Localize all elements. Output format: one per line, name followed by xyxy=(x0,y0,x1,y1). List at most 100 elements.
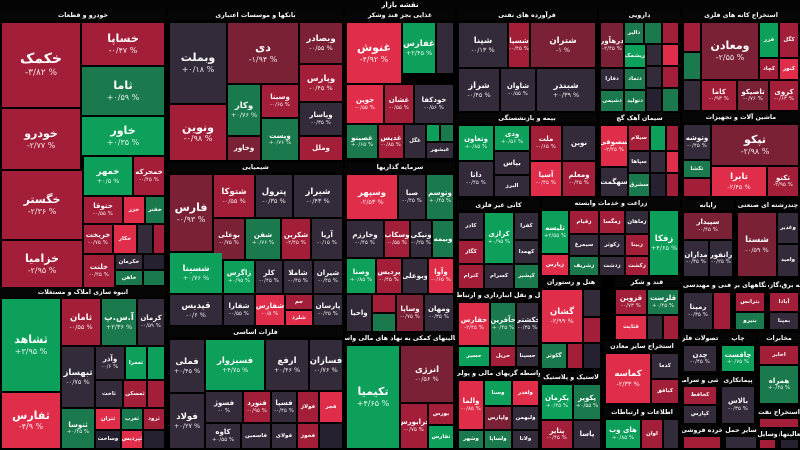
stock-tile[interactable]: دانا -۰/۴۵ % xyxy=(459,162,493,196)
stock-tile[interactable]: قلرست +۰/۴۵ % xyxy=(648,290,678,314)
stock-tile[interactable]: بنیرو xyxy=(736,313,764,329)
stock-tile[interactable]: فولای xyxy=(272,424,296,448)
stock-tile[interactable]: جم xyxy=(286,295,312,309)
stock-tile[interactable]: غدیس -۰/۸۵ % xyxy=(379,125,403,158)
stock-tile[interactable]: کهمدا xyxy=(515,241,538,263)
stock-tile[interactable]: زدشت xyxy=(600,257,624,275)
stock-tile[interactable]: انرژی -۰/۵۶ % xyxy=(401,346,453,402)
stock-tile[interactable]: کپشیر xyxy=(515,265,538,288)
stock-tile[interactable] xyxy=(664,316,678,339)
stock-tile[interactable]: وبیمه xyxy=(433,221,453,257)
stock-tile[interactable]: ولبهمن xyxy=(513,407,538,429)
stock-tile[interactable]: شلرد xyxy=(286,311,312,325)
stock-tile[interactable]: زاگرس +۰/۹۵ % xyxy=(224,261,254,293)
stock-tile[interactable]: خریخت -۰/۷۵ % xyxy=(84,225,112,253)
stock-tile[interactable]: گشان -۲/۹۹ % xyxy=(542,290,582,342)
stock-tile[interactable] xyxy=(584,290,600,316)
stock-tile[interactable]: کپارس xyxy=(684,406,716,423)
stock-tile[interactable]: قثابت xyxy=(616,316,646,339)
stock-tile[interactable]: شکربن -۲/۴۵ % xyxy=(282,219,310,259)
stock-tile[interactable]: زقیام xyxy=(570,211,598,233)
stock-tile[interactable] xyxy=(647,67,661,87)
stock-tile[interactable]: خمهر +۰/۵ % xyxy=(84,157,132,195)
stock-tile[interactable]: شتوکا -۰/۵۵ % xyxy=(214,175,254,217)
stock-tile[interactable]: نوین xyxy=(563,126,595,160)
stock-tile[interactable] xyxy=(684,179,710,196)
stock-tile[interactable]: خفنر xyxy=(146,197,164,223)
stock-tile[interactable] xyxy=(714,293,730,329)
stock-tile[interactable] xyxy=(684,23,700,51)
stock-tile[interactable]: وسینا -۰/۶۵ % xyxy=(262,85,298,117)
stock-tile[interactable] xyxy=(726,437,756,448)
stock-tile[interactable]: زبینا xyxy=(626,235,648,255)
stock-tile[interactable]: کنور xyxy=(780,59,798,79)
stock-tile[interactable]: وملل xyxy=(300,137,342,160)
stock-tile[interactable]: ریشمک xyxy=(625,45,645,67)
stock-tile[interactable]: شراز -۰/۴۵ % xyxy=(459,69,499,111)
stock-tile[interactable] xyxy=(760,440,775,448)
stock-tile[interactable]: وخارزم -۰/۴۵ % xyxy=(347,221,383,257)
stock-tile[interactable] xyxy=(144,431,164,448)
stock-tile[interactable]: ودی +۰/۵۶ % xyxy=(495,126,529,150)
stock-tile[interactable] xyxy=(651,126,665,150)
stock-tile[interactable]: بترانس xyxy=(736,293,764,311)
stock-tile[interactable]: ملت -۰/۶۵ % xyxy=(531,126,561,160)
stock-tile[interactable]: فزر xyxy=(760,23,778,57)
stock-tile[interactable]: شفن +۰/۷۶ % xyxy=(246,219,280,259)
stock-tile[interactable] xyxy=(684,81,700,110)
stock-tile[interactable]: زکوثر xyxy=(600,235,624,255)
stock-tile[interactable]: زماهان xyxy=(626,211,648,233)
stock-tile[interactable] xyxy=(148,347,164,379)
stock-tile[interactable]: کترام xyxy=(459,265,483,288)
stock-tile[interactable]: دشیمی xyxy=(601,91,623,111)
stock-tile[interactable] xyxy=(584,318,600,342)
stock-tile[interactable]: کفرا xyxy=(515,213,538,239)
stock-tile[interactable]: تلیسه +۲/۵۵ % xyxy=(542,211,568,253)
stock-tile[interactable]: زپارس xyxy=(542,255,568,275)
stock-tile[interactable]: ثرود xyxy=(144,409,164,429)
stock-tile[interactable]: فملی +۰/۴۵ % xyxy=(170,340,204,392)
stock-tile[interactable]: رمپنا -۰/۳۵ % xyxy=(684,293,712,329)
stock-tile[interactable]: غصینو +۰/۶۵ % xyxy=(347,125,377,158)
stock-tile[interactable] xyxy=(651,174,665,196)
stock-tile[interactable]: ثاما +۰/۵۹ % xyxy=(82,67,164,115)
stock-tile[interactable]: غبشهر xyxy=(427,143,453,158)
stock-tile[interactable]: سپیدار -۰/۴۵ % xyxy=(684,213,732,239)
stock-tile[interactable]: شفارا -۰/۵۵ % xyxy=(224,295,254,325)
stock-tile[interactable]: خاور +۰/۳۵ % xyxy=(82,117,164,155)
stock-tile[interactable]: غشان -۰/۵۵ % xyxy=(385,85,413,123)
stock-tile[interactable]: سشرق xyxy=(629,174,649,196)
stock-tile[interactable]: تفارس xyxy=(429,426,453,448)
stock-tile[interactable]: ونوین -۰/۹۸ % xyxy=(170,105,226,160)
stock-tile[interactable] xyxy=(781,440,798,448)
stock-tile[interactable]: قپدیس -۰/۶ % xyxy=(170,295,222,325)
stock-tile[interactable] xyxy=(664,420,678,448)
stock-tile[interactable]: ثبهساز -۰/۷۵ % xyxy=(62,347,94,407)
stock-tile[interactable]: کگل xyxy=(780,23,798,57)
stock-tile[interactable]: وسکاب -۰/۵۵ % xyxy=(385,221,409,257)
stock-tile[interactable]: بورس xyxy=(429,404,453,424)
stock-tile[interactable]: وسنا xyxy=(485,381,511,405)
stock-tile[interactable]: ثنوسا +۰/۴۵ % xyxy=(62,409,94,448)
stock-tile[interactable]: حفارس -۲/۴۵ % xyxy=(459,303,489,345)
stock-tile[interactable]: فولاد +۰/۲۷ % xyxy=(170,394,204,448)
stock-tile[interactable]: کماسه -۲/۳۳ % xyxy=(606,354,650,403)
stock-tile[interactable]: زمگسا xyxy=(600,211,624,233)
stock-tile[interactable]: حآفرین +۰/۴۵ % xyxy=(491,303,515,345)
stock-tile[interactable]: خودکفا -۰/۵۶ % xyxy=(415,85,453,123)
stock-tile[interactable]: چافست +۰/۷۵ % xyxy=(722,346,754,371)
stock-tile[interactable]: ثامان -۰/۵۵ % xyxy=(62,299,100,345)
stock-tile[interactable]: بالاس -۰/۳۵ % xyxy=(722,387,754,423)
stock-tile[interactable] xyxy=(584,344,600,368)
stock-tile[interactable]: خزامیا -۲/۹۵ % xyxy=(2,241,82,287)
stock-tile[interactable]: ومعادن -۲/۵۵ % xyxy=(702,23,758,79)
stock-tile[interactable]: آ.س.پ +۲/۳۶ % xyxy=(102,299,136,345)
stock-tile[interactable]: زشریف xyxy=(570,257,598,275)
stock-tile[interactable]: وخاور xyxy=(228,137,260,160)
stock-tile[interactable]: وپارس -۰/۴۵ % xyxy=(300,65,342,101)
stock-tile[interactable] xyxy=(651,152,665,172)
stock-tile[interactable]: فنورد -۰/۹۵ % xyxy=(244,392,270,422)
stock-tile[interactable]: کاوه +۰/۵۵ % xyxy=(206,424,240,448)
stock-tile[interactable]: درهآور -۲/۴۵ % xyxy=(601,23,623,67)
stock-tile[interactable] xyxy=(684,437,720,448)
